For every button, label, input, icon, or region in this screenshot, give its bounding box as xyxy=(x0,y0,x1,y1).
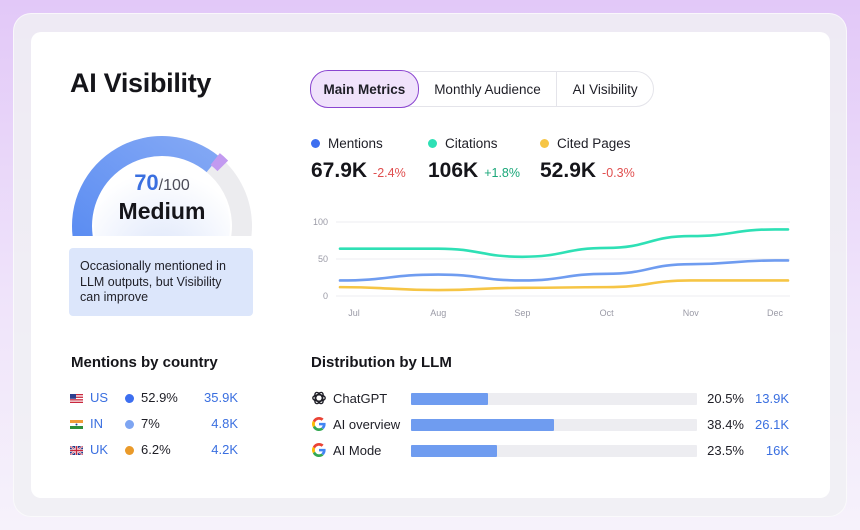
us-flag-icon xyxy=(70,394,83,403)
country-row-us: US 52.9% 35.9K xyxy=(70,390,242,408)
country-pct: 52.9% xyxy=(141,390,178,405)
llm-name: AI Mode xyxy=(333,443,382,458)
llm-count: 13.9K xyxy=(755,391,789,406)
series-line-cited-pages xyxy=(338,279,790,292)
country-code: UK xyxy=(90,442,109,457)
page-title: AI Visibility xyxy=(70,68,212,98)
google-icon xyxy=(312,443,326,457)
llm-count: 16K xyxy=(765,443,789,458)
metric-value: 67.9K xyxy=(311,159,368,182)
x-tick-label: Aug xyxy=(430,308,446,318)
gauge-score-value: 70 xyxy=(134,170,159,195)
country-pct: 7% xyxy=(141,416,160,431)
llm-row-chatgpt: ChatGPT 20.5% 13.9K xyxy=(311,390,791,408)
country-count: 4.8K xyxy=(211,416,238,431)
metrics-line-chart: 100 50 0 Jul Aug Sep Oct Nov Dec xyxy=(313,217,790,318)
visibility-note: Occasionally mentioned in LLM outputs, b… xyxy=(69,248,253,316)
metric-tabs: Main Metrics Monthly Audience AI Visibil… xyxy=(310,70,654,108)
llm-name: ChatGPT xyxy=(333,391,388,406)
x-tick-label: Nov xyxy=(683,308,700,318)
llm-bar-track xyxy=(411,419,697,431)
llm-bar-track xyxy=(411,393,697,405)
y-tick-label: 50 xyxy=(318,254,328,264)
gauge-score-max: /100 xyxy=(158,177,190,194)
tab-main-metrics[interactable]: Main Metrics xyxy=(310,70,419,108)
llm-bar-fill xyxy=(411,419,554,431)
metric-citations: Citations 106K +1.8% xyxy=(428,136,520,183)
series-line-citations xyxy=(338,228,790,259)
metric-label: Cited Pages xyxy=(557,136,631,151)
openai-icon xyxy=(312,391,326,405)
country-count: 4.2K xyxy=(211,442,238,457)
uk-flag-icon xyxy=(70,446,83,455)
llm-bar-fill xyxy=(411,393,489,405)
x-tick-label: Jul xyxy=(348,308,360,318)
llm-bar-track xyxy=(411,445,697,457)
llm-bar-fill xyxy=(411,445,497,457)
x-tick-label: Dec xyxy=(767,308,784,318)
metric-label: Mentions xyxy=(328,136,383,151)
gauge-marker xyxy=(210,153,229,172)
gauge-level: Medium xyxy=(118,198,206,224)
citations-legend-dot xyxy=(428,139,437,148)
country-dot xyxy=(125,446,134,455)
india-flag-icon xyxy=(70,420,83,429)
x-tick-label: Sep xyxy=(514,308,530,318)
gauge-score: 70/100 xyxy=(70,170,254,196)
mentions-legend-dot xyxy=(311,139,320,148)
metric-label: Citations xyxy=(445,136,498,151)
metric-mentions: Mentions 67.9K -2.4% xyxy=(311,136,406,183)
metric-delta: +1.8% xyxy=(484,166,520,180)
llm-name: AI overview xyxy=(333,417,401,432)
cited-pages-legend-dot xyxy=(540,139,549,148)
metric-cited-pages: Cited Pages 52.9K -0.3% xyxy=(540,136,635,183)
country-dot xyxy=(125,394,134,403)
llm-row-ai-overview: AI overview 38.4% 26.1K xyxy=(311,416,791,434)
llm-row-ai-mode: AI Mode 23.5% 16K xyxy=(311,442,791,460)
country-pct: 6.2% xyxy=(141,442,171,457)
series-line-mentions xyxy=(338,259,790,282)
llm-pct: 20.5% xyxy=(707,391,744,406)
metric-value: 106K xyxy=(428,159,479,182)
gauge-fill xyxy=(72,136,220,236)
y-tick-label: 100 xyxy=(313,217,328,227)
country-row-in: IN 7% 4.8K xyxy=(70,416,242,434)
country-code: IN xyxy=(90,416,103,431)
llm-pct: 38.4% xyxy=(707,417,744,432)
country-row-uk: UK 6.2% 4.2K xyxy=(70,442,242,460)
countries-title: Mentions by country xyxy=(71,354,218,371)
metric-value: 52.9K xyxy=(540,159,597,182)
google-icon xyxy=(312,417,326,431)
metric-delta: -2.4% xyxy=(373,166,406,180)
metric-delta: -0.3% xyxy=(602,166,635,180)
tab-ai-visibility[interactable]: AI Visibility xyxy=(572,81,638,97)
gauge-inner xyxy=(94,158,230,236)
visibility-gauge xyxy=(72,136,252,236)
y-tick-label: 0 xyxy=(323,291,328,301)
llm-pct: 23.5% xyxy=(707,443,744,458)
country-count: 35.9K xyxy=(204,390,238,405)
country-code: US xyxy=(90,390,109,405)
tab-monthly-audience[interactable]: Monthly Audience xyxy=(419,71,558,107)
llm-title: Distribution by LLM xyxy=(311,354,452,371)
country-dot xyxy=(125,420,134,429)
x-tick-label: Oct xyxy=(600,308,615,318)
llm-count: 26.1K xyxy=(755,417,789,432)
